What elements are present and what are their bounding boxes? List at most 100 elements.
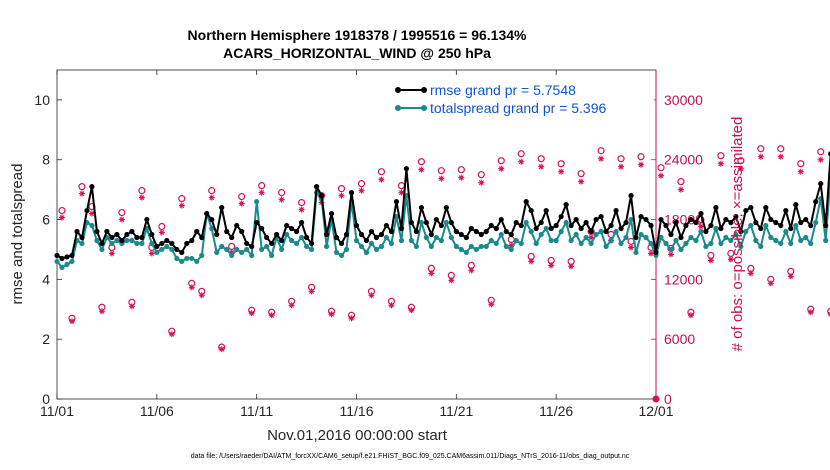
rmse-point xyxy=(438,222,444,229)
rmse-point xyxy=(628,193,634,199)
totalspread-point xyxy=(388,240,395,247)
obs-assimilated-point xyxy=(158,229,165,236)
rmse-point xyxy=(149,231,155,238)
obs-assimilated-point xyxy=(677,186,684,193)
rmse-point xyxy=(823,222,829,229)
obs-assimilated-point xyxy=(288,302,295,309)
rmse-point xyxy=(323,231,330,238)
rmse-point xyxy=(229,234,235,241)
obs-assimilated-point xyxy=(138,194,145,201)
totalspread-point xyxy=(773,237,779,244)
totalspread-point xyxy=(214,249,220,256)
rmse-point xyxy=(468,225,474,232)
rmse-point xyxy=(259,225,265,232)
obs-possible-point xyxy=(258,182,266,190)
rmse-point xyxy=(99,240,105,247)
obs-assimilated-point xyxy=(667,251,674,258)
rmse-point xyxy=(204,210,210,217)
legend: rmse grand pr = 5.7548 totalspread grand… xyxy=(392,79,654,119)
totalspread-point xyxy=(194,258,200,265)
rmse-point xyxy=(703,228,709,235)
totalspread-point xyxy=(333,249,340,256)
rmse-point xyxy=(533,225,539,232)
rmse-point xyxy=(813,199,819,205)
legend-spread-label: totalspread grand pr = 5.396 xyxy=(430,100,607,116)
totalspread-point xyxy=(673,237,679,244)
y-right-tick-label: 0 xyxy=(664,391,672,407)
totalspread-point xyxy=(823,237,829,244)
totalspread-point xyxy=(189,255,195,262)
obs-assimilated-point xyxy=(198,292,205,299)
y-left-tick-label: 2 xyxy=(42,331,50,347)
totalspread-point xyxy=(758,243,764,250)
y-right-tick-label: 30000 xyxy=(664,92,703,108)
totalspread-point xyxy=(393,213,400,220)
obs-assimilated-point xyxy=(747,270,754,277)
obs-possible-point xyxy=(58,206,66,215)
totalspread-point xyxy=(623,234,629,241)
totalspread-point xyxy=(363,249,370,256)
rmse-point xyxy=(658,216,664,223)
rmse-point xyxy=(313,184,320,190)
obs-possible-point xyxy=(477,171,485,179)
rmse-point xyxy=(353,222,360,229)
totalspread-point xyxy=(518,240,524,247)
rmse-point xyxy=(249,243,255,250)
totalspread-point xyxy=(633,249,639,256)
totalspread-point xyxy=(508,246,514,253)
obs-assimilated-point xyxy=(687,312,694,319)
rmse-point xyxy=(538,219,544,226)
totalspread-point xyxy=(763,222,769,229)
obs-possible-point xyxy=(597,147,605,155)
rmse-point xyxy=(84,207,90,214)
totalspread-point xyxy=(613,228,619,235)
totalspread-point xyxy=(698,228,704,235)
rmse-point xyxy=(154,243,160,250)
rmse-point xyxy=(783,207,789,214)
obs-assimilated-point xyxy=(648,250,655,257)
rmse-point xyxy=(613,207,619,214)
rmse-point xyxy=(134,234,140,241)
y-axis-left-label: rmse and totalspread xyxy=(9,164,26,305)
rmse-point xyxy=(663,222,669,229)
totalspread-point xyxy=(568,237,574,244)
rmse-point xyxy=(743,207,749,214)
totalspread-point xyxy=(269,252,275,259)
totalspread-point xyxy=(69,258,75,265)
rmse-point xyxy=(428,231,434,238)
totalspread-point xyxy=(199,252,205,259)
totalspread-point xyxy=(259,246,265,253)
obs-possible-point xyxy=(817,148,825,156)
rmse-point xyxy=(498,216,504,223)
rmse-point xyxy=(174,246,180,253)
totalspread-point xyxy=(174,255,180,262)
rmse-point xyxy=(199,234,205,241)
obs-assimilated-point xyxy=(558,168,565,175)
rmse-point xyxy=(553,222,559,229)
obs-assimilated-point xyxy=(278,196,285,203)
obs-assimilated-point xyxy=(338,192,345,199)
rmse-point xyxy=(269,240,275,247)
rmse-point xyxy=(54,252,60,259)
obs-assimilated-point xyxy=(238,200,245,207)
rmse-point xyxy=(189,237,195,244)
obs-assimilated-point xyxy=(458,174,465,181)
totalspread-point xyxy=(658,234,664,241)
totalspread-point xyxy=(793,222,799,229)
rmse-point xyxy=(683,222,689,229)
obs-possible-point xyxy=(757,145,765,153)
totalspread-point xyxy=(688,234,694,241)
obs-assimilated-point xyxy=(598,155,605,162)
rmse-point xyxy=(308,240,315,247)
obs-assimilated-point xyxy=(268,312,275,319)
totalspread-point xyxy=(94,237,100,244)
totalspread-point xyxy=(298,234,305,241)
rmse-point xyxy=(159,240,165,247)
totalspread-point xyxy=(398,237,405,244)
rmse-point xyxy=(563,201,569,208)
obs-possible-point xyxy=(417,158,425,166)
obs-possible-point xyxy=(337,185,346,193)
totalspread-point xyxy=(343,246,350,253)
totalspread-point xyxy=(284,231,290,238)
x-tick-label: 11/11 xyxy=(240,403,273,419)
